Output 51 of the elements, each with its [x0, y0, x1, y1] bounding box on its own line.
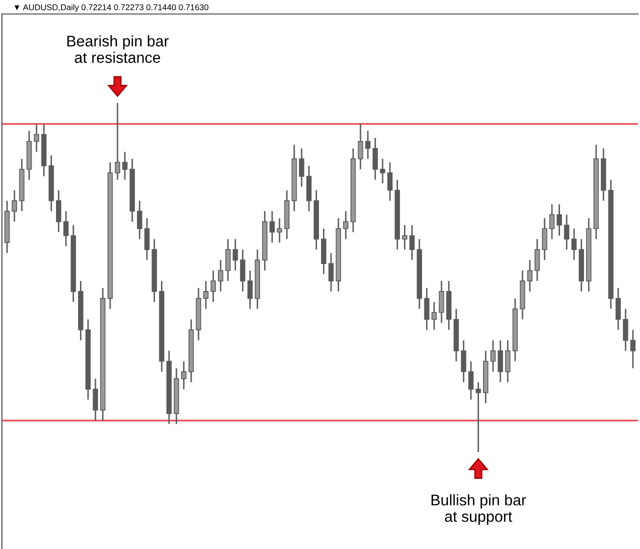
candlestick: [270, 210, 275, 244]
candlestick: [564, 214, 570, 250]
candlestick: [232, 238, 238, 272]
text: Bullish pin bar at support: [432, 494, 526, 525]
candlestick: [225, 238, 231, 282]
candlestick: [343, 210, 348, 240]
candlestick: [210, 270, 216, 303]
candlestick: [527, 259, 532, 292]
candlestick: [298, 148, 304, 188]
candlestick: [34, 123, 40, 153]
candlestick: [549, 204, 555, 240]
candlestick: [380, 158, 386, 184]
candlestick: [424, 287, 430, 331]
text: Bearish pin bar at resistance: [67, 35, 169, 63]
candlestick: [431, 301, 437, 331]
candlestick: [114, 102, 120, 180]
candlestick: [402, 224, 408, 250]
candlestick: [542, 217, 548, 261]
candlestick: [144, 217, 150, 261]
candlestick: [247, 270, 253, 310]
candlestick: [498, 340, 504, 383]
candlestick: [622, 308, 628, 352]
chart-title: ▼ AUDUSD,Daily 0.72214 0.72273 0.71440 0.71630: [14, 4, 208, 12]
candlestick: [460, 340, 466, 383]
candlestick: [468, 360, 474, 400]
candlestick: [328, 252, 334, 292]
candlestick: [181, 360, 186, 390]
candlestick: [476, 381, 481, 453]
candlestick: [534, 238, 540, 282]
candlestick: [438, 280, 444, 324]
candlestick: [240, 248, 246, 292]
candlestick: [365, 130, 370, 160]
candlestick: [56, 190, 62, 233]
candlestick: [490, 340, 496, 372]
candlestick: [92, 378, 98, 422]
candlestick: [122, 151, 128, 180]
candlestick: [630, 329, 636, 369]
candlestick: [616, 287, 621, 331]
candlestick: [387, 162, 393, 202]
candlestick: [505, 340, 510, 383]
candlestick: [409, 224, 415, 261]
candlestick: [12, 190, 18, 222]
candlestick: [556, 204, 562, 236]
candlestick: [358, 123, 364, 170]
candlestick: [276, 217, 282, 244]
candlestick: [372, 137, 378, 180]
candlestick: [571, 228, 577, 261]
candlestick: [136, 200, 142, 240]
candlestick: [203, 280, 209, 310]
candlestick: [63, 210, 69, 247]
candlestick: [218, 259, 224, 292]
